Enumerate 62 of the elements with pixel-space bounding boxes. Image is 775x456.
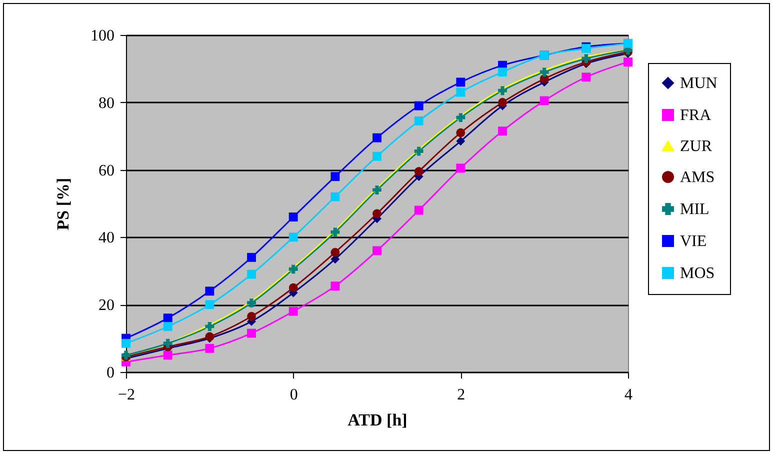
point bbox=[414, 167, 424, 176]
x-tick-label: 0 bbox=[290, 386, 298, 404]
point bbox=[498, 126, 507, 136]
point bbox=[456, 128, 466, 138]
point bbox=[456, 88, 466, 97]
point bbox=[414, 116, 424, 126]
point bbox=[330, 282, 340, 291]
point bbox=[288, 212, 298, 222]
point bbox=[205, 300, 214, 310]
point bbox=[288, 232, 298, 242]
point bbox=[456, 136, 466, 146]
point bbox=[456, 164, 466, 173]
legend-label: AMS bbox=[680, 169, 715, 186]
point bbox=[330, 192, 340, 202]
point bbox=[372, 133, 382, 142]
y-tick-label: 80 bbox=[98, 94, 114, 112]
point bbox=[498, 86, 507, 96]
legend-label: VIE bbox=[680, 233, 707, 250]
legend-label: MIL bbox=[680, 201, 710, 218]
point bbox=[498, 98, 507, 107]
point bbox=[163, 350, 172, 360]
point bbox=[624, 57, 632, 66]
point bbox=[414, 101, 424, 110]
y-tick-label: 20 bbox=[98, 297, 114, 314]
x-axis-title: ATD [h] bbox=[348, 410, 408, 430]
point bbox=[456, 78, 466, 87]
point bbox=[414, 206, 424, 215]
point bbox=[247, 312, 256, 321]
point bbox=[247, 328, 256, 338]
point bbox=[372, 209, 382, 218]
point bbox=[540, 96, 549, 106]
point bbox=[163, 314, 172, 323]
legend-label: FRA bbox=[680, 107, 712, 124]
point bbox=[205, 344, 214, 353]
point bbox=[330, 172, 340, 182]
y-tick-label: 40 bbox=[98, 230, 114, 247]
point bbox=[582, 54, 591, 64]
legend-label: ZUR bbox=[680, 138, 712, 155]
legend-label: MOS bbox=[680, 265, 715, 282]
point bbox=[288, 306, 298, 316]
y-tick-label: 0 bbox=[106, 364, 114, 382]
point bbox=[456, 113, 466, 122]
point bbox=[330, 228, 340, 237]
point bbox=[288, 283, 298, 292]
point bbox=[330, 248, 340, 257]
point bbox=[205, 286, 214, 296]
point bbox=[372, 152, 382, 161]
point bbox=[247, 252, 256, 262]
x-tick-label: 4 bbox=[624, 386, 632, 404]
point bbox=[163, 322, 172, 331]
y-tick-label: 100 bbox=[90, 28, 114, 44]
x-tick-label: 2 bbox=[457, 386, 466, 404]
point bbox=[372, 246, 382, 256]
point bbox=[582, 72, 591, 82]
x-tick-label: −2 bbox=[118, 386, 136, 404]
point bbox=[247, 270, 256, 279]
legend-label: MUN bbox=[680, 75, 718, 92]
y-axis-title: PS [%] bbox=[54, 178, 72, 230]
point bbox=[122, 338, 130, 348]
y-tick-label: 60 bbox=[98, 162, 114, 180]
point bbox=[498, 68, 507, 77]
point bbox=[540, 68, 549, 77]
